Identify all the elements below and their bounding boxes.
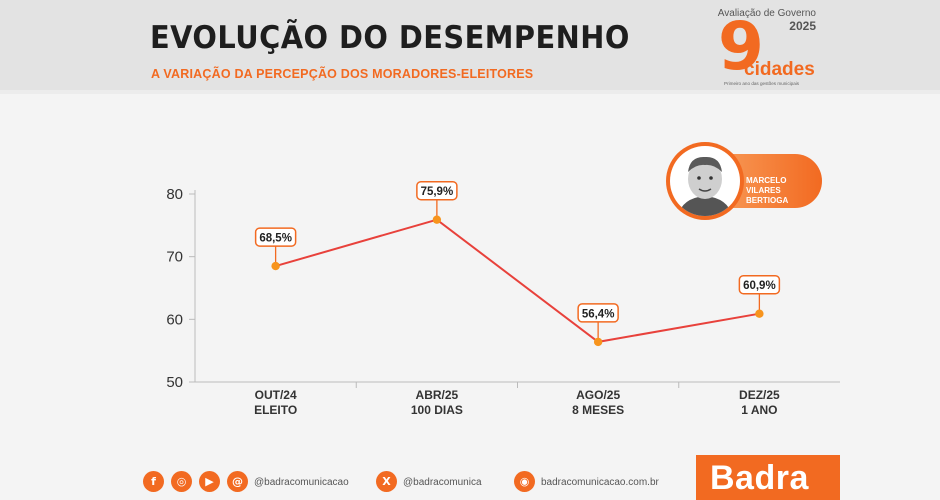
logo-caption: Avaliação de Governo [717,8,816,19]
x-icon[interactable]: X [376,471,397,492]
facebook-icon[interactable]: f [143,471,164,492]
logo-word: cidades [744,59,815,80]
y-axis-ticks: 50 60 70 80 [166,186,195,391]
data-label-box [577,303,619,323]
website-link[interactable]: badracomunicacao.com.br [541,477,659,488]
portrait-illustration [678,156,732,216]
profile-name-line2: BERTIOGA [746,196,789,205]
data-label: 60,9% [743,280,776,292]
data-label-box [738,274,781,295]
threads-icon[interactable]: @ [227,471,248,492]
x-handle[interactable]: @badracomunica [403,477,482,488]
profile-name-line1: MARCELO VILARES [746,176,787,195]
data-label: 56,4% [582,308,615,320]
series-line [275,218,760,343]
y-tick-label: 50 [166,374,183,391]
data-label-box [416,180,458,201]
data-label-box [254,227,297,247]
brand-name: Badra [710,459,809,497]
x-tick-sublabel: 100 DIAS [411,403,463,417]
header-divider [0,90,940,94]
x-tick-label: ABR/25 [416,388,459,402]
x-tick-sublabel: ELEITO [254,403,297,417]
instagram-handle[interactable]: @badracomunicacao [254,477,349,488]
x-tick-label: OUT/24 [255,388,297,402]
data-point-marker [432,215,442,224]
x-tick-sublabel: 1 ANO [741,403,777,417]
instagram-icon[interactable]: ◎ [171,471,192,492]
x-tick-sublabel: 8 MESES [572,403,624,417]
y-tick-label: 70 [166,249,183,266]
mayor-profile: MARCELO VILARES BERTIOGA [666,142,822,220]
data-point-marker [755,309,764,318]
data-point-marker [593,337,603,347]
page-subtitle: A VARIAÇÃO DA PERCEPÇÃO DOS MORADORES-EL… [151,67,534,81]
logo-number: 9 [718,8,764,85]
youtube-icon[interactable]: ▶ [199,471,220,492]
program-logo: Avaliação de Governo 2025 9 cidades Prim… [716,8,816,90]
avatar-photo [670,146,740,216]
page-title: EVOLUÇÃO DO DESEMPENHO [150,20,630,56]
x-tick-label: AGO/25 [576,388,620,402]
x-tick-label: DEZ/25 [739,388,780,402]
avatar [666,142,744,220]
data-label: 68,5% [259,233,292,245]
y-tick-label: 80 [166,186,183,203]
profile-name: MARCELO VILARES BERTIOGA [746,176,822,206]
globe-icon[interactable]: ◉ [514,471,535,492]
y-tick-label: 60 [166,311,183,328]
data-points: 68,5% 75,9% 56,4% 60,9% [254,180,781,347]
header-bar [0,0,940,92]
data-point-marker [271,261,280,271]
data-label: 75,9% [421,186,454,198]
logo-tagline: Primeiro ano das gestões municipais [724,81,800,86]
logo-year: 2025 [789,19,816,33]
brand-logo: Badra [696,455,840,500]
